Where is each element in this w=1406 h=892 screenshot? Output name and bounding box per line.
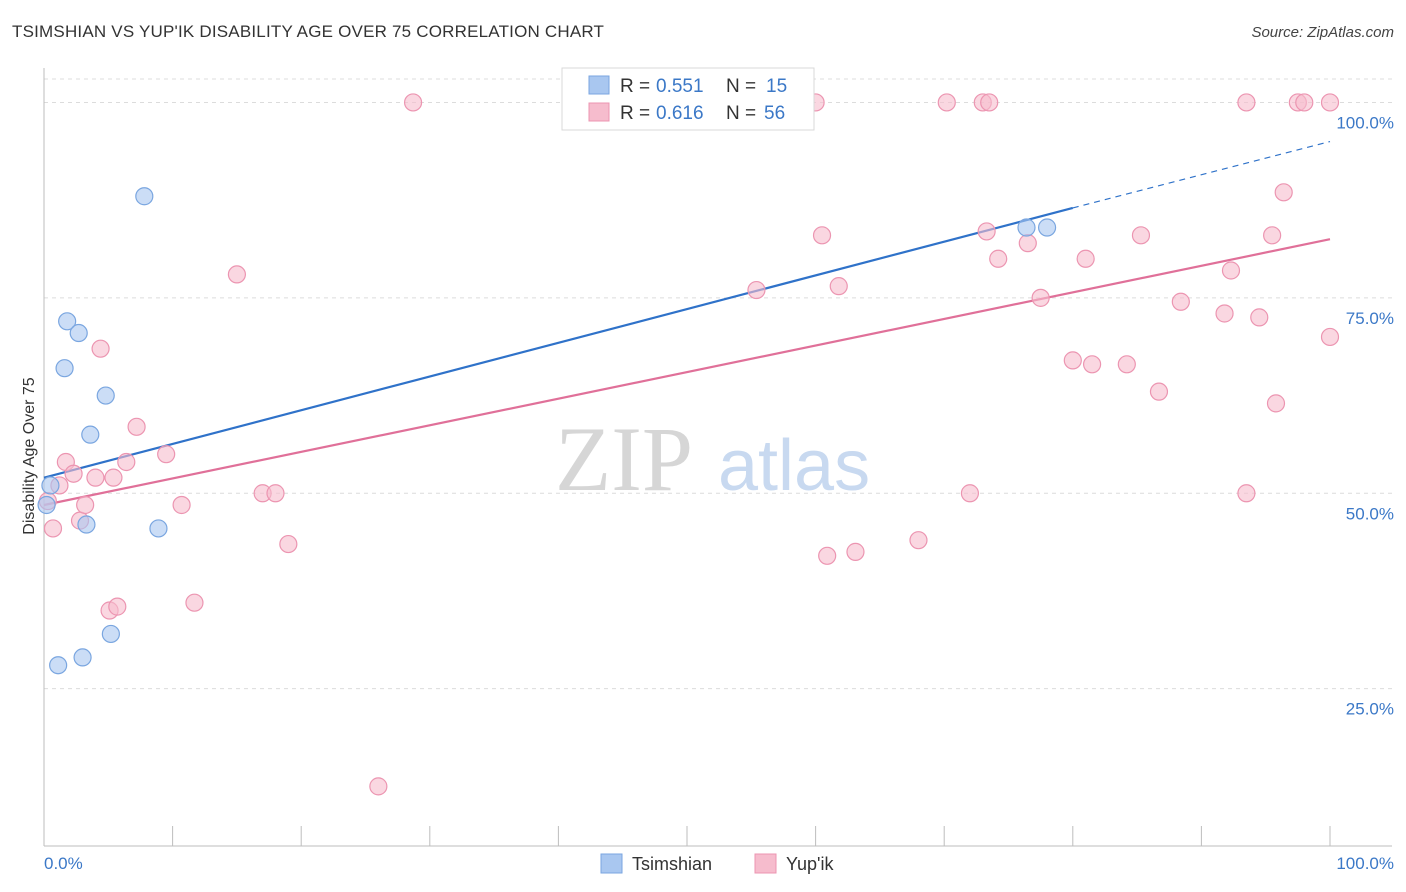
data-point-yupik xyxy=(172,495,191,515)
data-point-tsimshian xyxy=(77,515,96,534)
data-point-yupik xyxy=(91,339,110,358)
data-point-tsimshian xyxy=(55,359,74,378)
data-point-tsimshian xyxy=(81,425,100,444)
legend-n-label-2: N = xyxy=(726,103,756,124)
data-point-yupik xyxy=(1149,382,1169,401)
data-point-yupik xyxy=(117,452,136,472)
data-point-yupik xyxy=(1063,351,1082,370)
data-point-yupik xyxy=(127,417,146,436)
data-point-yupik xyxy=(1266,394,1286,413)
legend-r-value-yupik: 0.616 xyxy=(656,103,704,124)
data-point-yupik xyxy=(1215,304,1234,323)
scatter-points xyxy=(37,93,1340,796)
trend-lines xyxy=(43,140,1331,507)
data-point-yupik xyxy=(104,468,123,487)
legend-swatch-tsimshian xyxy=(588,75,610,95)
data-point-yupik xyxy=(185,593,204,612)
gridlines xyxy=(44,78,1392,690)
bottom-legend: Tsimshian Yup'ik xyxy=(600,853,834,874)
data-point-yupik xyxy=(909,531,928,550)
legend-box: R = 0.551 N = 15 R = 0.616 N = 56 xyxy=(561,67,815,131)
data-point-yupik xyxy=(1171,292,1190,311)
data-point-yupik xyxy=(977,222,996,241)
data-point-tsimshian xyxy=(49,656,68,675)
legend-n-value-yupik: 56 xyxy=(764,103,785,124)
data-point-yupik xyxy=(1263,226,1282,245)
data-point-yupik xyxy=(1082,355,1102,374)
legend-n-value-tsimshian: 15 xyxy=(766,76,787,97)
y-tick-label: 25.0% xyxy=(1346,700,1394,719)
data-point-yupik xyxy=(1237,93,1256,112)
data-point-yupik xyxy=(1076,249,1095,268)
trend-line-tsimshian xyxy=(43,206,1074,479)
data-point-yupik xyxy=(846,542,865,561)
data-point-tsimshian xyxy=(73,648,92,667)
data-point-yupik xyxy=(1320,327,1340,347)
data-point-tsimshian xyxy=(135,187,154,206)
data-point-yupik xyxy=(1131,226,1151,245)
bottom-legend-swatch-yupik xyxy=(754,853,777,874)
watermark-atlas: atlas xyxy=(718,426,870,506)
data-point-yupik xyxy=(369,777,388,796)
bottom-legend-swatch-tsimshian xyxy=(600,853,623,874)
legend-n-label-1: N = xyxy=(726,76,756,97)
y-axis-title: Disability Age Over 75 xyxy=(21,377,38,535)
data-point-tsimshian xyxy=(149,519,168,538)
data-point-tsimshian xyxy=(41,476,60,495)
data-point-yupik xyxy=(227,265,246,284)
data-point-tsimshian xyxy=(69,323,88,343)
data-point-yupik xyxy=(64,464,83,483)
bottom-legend-label-yupik: Yup'ik xyxy=(786,854,834,874)
x-tick-label-min: 0.0% xyxy=(44,854,83,873)
legend-swatch-yupik xyxy=(588,102,610,122)
trend-line-extension-tsimshian xyxy=(1072,140,1331,209)
data-point-yupik xyxy=(266,484,285,503)
data-point-tsimshian xyxy=(58,312,77,331)
y-tick-labels: 25.0% 50.0% 75.0% 100.0% xyxy=(1336,113,1394,718)
data-point-yupik xyxy=(279,534,298,554)
data-point-yupik xyxy=(1031,288,1050,307)
y-tick-label: 75.0% xyxy=(1346,309,1394,328)
data-point-yupik xyxy=(937,93,956,112)
data-point-yupik xyxy=(403,93,423,112)
data-point-yupik xyxy=(829,277,848,296)
data-point-yupik xyxy=(76,495,95,515)
data-point-yupik xyxy=(1221,261,1241,280)
data-point-yupik xyxy=(818,546,837,565)
watermark-zip: ZIP xyxy=(555,408,693,510)
data-point-tsimshian xyxy=(37,495,56,515)
data-point-yupik xyxy=(1237,484,1256,503)
trend-line-yupik xyxy=(43,238,1331,507)
data-point-yupik xyxy=(1320,93,1340,112)
data-point-yupik xyxy=(1117,355,1136,374)
data-point-yupik xyxy=(980,93,999,112)
data-point-yupik xyxy=(989,249,1008,268)
data-point-yupik xyxy=(1295,93,1314,112)
data-point-yupik xyxy=(1250,308,1269,327)
data-point-yupik xyxy=(43,519,63,538)
data-point-yupik xyxy=(108,597,127,616)
data-point-tsimshian xyxy=(96,386,115,405)
source-label: Source: ZipAtlas.com xyxy=(1251,24,1394,41)
data-point-yupik xyxy=(812,226,832,245)
data-point-yupik xyxy=(747,280,766,300)
legend-r-label-1: R = xyxy=(620,76,650,97)
data-point-yupik xyxy=(86,468,105,487)
axes xyxy=(43,68,1392,847)
data-point-tsimshian xyxy=(1017,218,1036,237)
y-tick-label: 100.0% xyxy=(1336,113,1394,132)
data-point-tsimshian xyxy=(101,624,120,644)
x-tick-label-max: 100.0% xyxy=(1336,854,1394,873)
data-point-yupik xyxy=(157,445,176,464)
data-point-yupik xyxy=(1018,234,1037,253)
chart-title: TSIMSHIAN VS YUP'IK DISABILITY AGE OVER … xyxy=(12,22,605,41)
data-point-yupik xyxy=(960,484,980,503)
data-point-tsimshian xyxy=(1037,218,1057,237)
data-point-yupik xyxy=(1274,183,1293,202)
y-tick-label: 50.0% xyxy=(1346,504,1394,523)
legend-r-value-tsimshian: 0.551 xyxy=(656,76,704,97)
legend-r-label-2: R = xyxy=(620,103,650,124)
bottom-legend-label-tsimshian: Tsimshian xyxy=(632,854,712,874)
